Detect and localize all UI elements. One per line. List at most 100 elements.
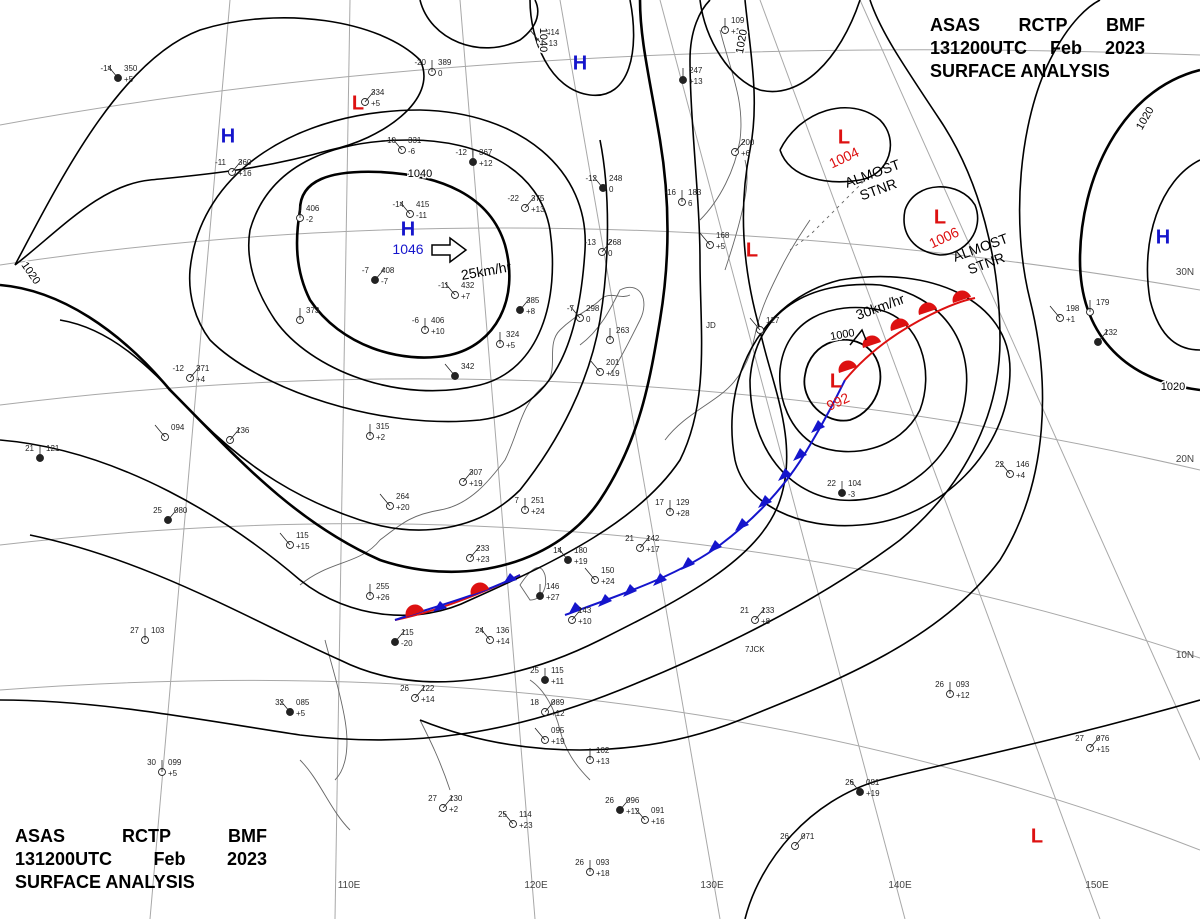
station-tendency: +19 [551, 737, 565, 746]
station-tendency: +13 [596, 757, 610, 766]
station-plot: 385+8 [516, 296, 540, 316]
low-center-icon: L [838, 126, 850, 148]
station-tendency: +19 [866, 789, 880, 798]
station-temperature: -13 [584, 238, 596, 247]
station-pressure: 142 [646, 534, 660, 543]
wind-barb-icon [584, 567, 596, 581]
station-plot: 255+26 [366, 582, 390, 602]
station-tendency: +17 [646, 545, 660, 554]
station-pressure: 371 [196, 364, 210, 373]
wind-barb-icon [107, 65, 119, 79]
station-temperature: -11 [215, 158, 227, 167]
station-tendency: +8 [761, 617, 771, 626]
isobar-1004-ring [779, 106, 892, 183]
wind-barb-icon [279, 699, 291, 713]
station-tendency: +28 [676, 509, 690, 518]
station-pressure: 133 [761, 606, 775, 615]
station-plot: -7 298 0 [567, 304, 600, 324]
wind-barb-icon [442, 795, 454, 809]
station-plot: 091+16 [634, 806, 665, 826]
borneo-coast [299, 759, 351, 831]
wind-barb-icon [734, 139, 746, 153]
header-top-line1-a: ASAS [930, 15, 981, 35]
station-pressure: 130 [449, 794, 463, 803]
station-pressure: 071 [801, 832, 815, 841]
cold-front-pip [433, 601, 447, 612]
cold-front-pip [653, 573, 667, 586]
wind-barb-icon [364, 89, 376, 103]
station-plot: -12 248 0 [585, 174, 622, 194]
header-bottom: ASAS RCTP BMF 131200UTC Feb 2023 SURFACE… [15, 825, 267, 894]
station-temperature: -22 [507, 194, 519, 203]
isobar-label: 1020 [734, 28, 750, 54]
station-plot: 179 [1086, 298, 1110, 316]
station-pressure: 132 [1104, 328, 1118, 337]
meridian-120e [459, 0, 536, 919]
station-plot: 25 080 [153, 506, 188, 524]
station-tendency: +18 [596, 869, 610, 878]
station-plot: 18 089 +12 [530, 698, 565, 718]
station-plot: 26 096 +12 [605, 796, 640, 816]
header-bottom-line2: 131200UTC Feb 2023 [15, 848, 267, 871]
station-tendency: -11 [416, 211, 428, 220]
meridian-140e [659, 0, 906, 919]
station-temperature: -7 [567, 304, 575, 313]
fronts [394, 290, 976, 621]
wind-barb-icon [391, 137, 403, 151]
station-temperature: -20 [414, 58, 426, 67]
isobar-1020-n [699, 0, 861, 93]
station-plot: 26 093 +18 [575, 858, 610, 878]
kamchatka-coast [699, 29, 742, 221]
header-top-line3: SURFACE ANALYSIS [930, 60, 1145, 83]
station-tendency: +10 [431, 327, 445, 336]
station-pressure: 115 [551, 666, 564, 675]
warm-front-pip [918, 302, 937, 315]
isobar-1020-e [1078, 68, 1200, 392]
station-plot: 27 130 +2 [428, 794, 463, 814]
wind-barb-icon [374, 267, 386, 281]
station-pressure: 099 [168, 758, 182, 767]
station-pressure: 408 [381, 266, 395, 275]
station-tendency: +4 [1016, 471, 1026, 480]
isobar-1040-n [529, 0, 635, 96]
station-tendency: 0 [609, 185, 614, 194]
station-temperature: -16 [664, 188, 676, 197]
station-pressure: 375 [531, 194, 545, 203]
korea-coast [579, 286, 645, 376]
station-tendency: +20 [396, 503, 410, 512]
station-pressure: 146 [546, 582, 560, 591]
cold-front-pip [778, 468, 792, 481]
station-tendency: +5 [371, 99, 381, 108]
station-pressure: 200 [741, 138, 755, 147]
station-tendency: +2 [449, 805, 459, 814]
header-top-line1: ASAS RCTP BMF [930, 14, 1145, 37]
header-top-line2-a: 131200UTC [930, 38, 1028, 58]
station-temperature: 18 [530, 698, 539, 707]
station-temperature: 26 [780, 832, 789, 841]
longitude-label: 150E [1085, 880, 1109, 891]
station-pressure: 146 [1016, 460, 1030, 469]
parallel-10n [0, 523, 1200, 659]
isobar-1016 [0, 0, 711, 617]
low-center-icon: L [934, 206, 946, 228]
wind-barb-icon [502, 811, 514, 825]
cold-front-pip [793, 448, 807, 461]
isobar-1008 [0, 0, 1001, 741]
station-pressure: 096 [626, 796, 640, 805]
wind-barb-icon [394, 629, 406, 643]
station-temperature: 26 [400, 684, 409, 693]
station-temperature: 27 [1075, 734, 1084, 743]
station-plot: 27 076 +15 [1075, 734, 1110, 754]
station-tendency: +1 [731, 27, 741, 36]
station-pressure: 360 [238, 158, 252, 167]
wind-barb-icon [1097, 329, 1109, 343]
station-temperature: -10 [384, 136, 396, 145]
isobar-1032 [188, 109, 586, 423]
wind-barb-icon [414, 685, 426, 699]
station-pressure: 121 [46, 444, 60, 453]
station-temperature: 26 [935, 680, 944, 689]
cold-front-pip [598, 594, 612, 607]
wind-barb-icon [1049, 305, 1061, 319]
station-plot: 094 [154, 423, 185, 441]
